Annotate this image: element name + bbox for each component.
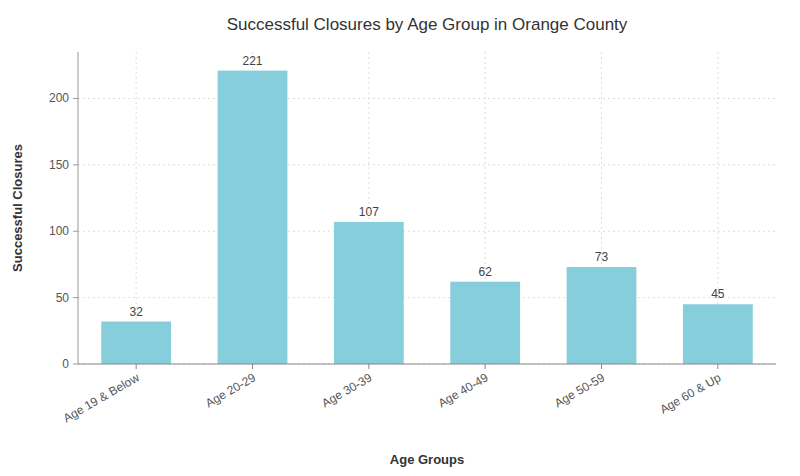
bar <box>567 267 637 364</box>
data-label: 73 <box>595 250 609 264</box>
x-tick <box>136 364 137 369</box>
y-tick <box>73 164 78 165</box>
y-grid-line <box>78 297 776 298</box>
bars <box>101 71 752 364</box>
y-grid-line <box>78 231 776 232</box>
y-grid-line <box>78 164 776 165</box>
x-axis-line <box>78 364 776 365</box>
x-tick-label: Age 19 & Below <box>61 370 142 425</box>
x-tick <box>368 364 369 369</box>
y-tick-label: 150 <box>49 158 69 172</box>
x-tick-label: Age 30-39 <box>319 370 374 410</box>
data-labels: 32 221 107 62 73 45 <box>129 54 724 319</box>
y-tick-label: 50 <box>56 291 70 305</box>
data-label: 45 <box>711 287 725 301</box>
y-tick <box>73 297 78 298</box>
y-grid-line <box>78 98 776 99</box>
x-tick <box>252 364 253 369</box>
chart-container: 0 50 100 150 200 32 221 107 62 73 45 Age 19 & Below… <box>0 0 800 476</box>
data-label: 107 <box>359 205 379 219</box>
x-tick-label: Age 20-29 <box>203 370 258 410</box>
data-label: 62 <box>478 265 492 279</box>
y-tick <box>73 98 78 99</box>
chart-title: Successful Closures by Age Group in Oran… <box>227 15 628 34</box>
y-tick <box>73 231 78 232</box>
y-grid-line <box>78 364 776 365</box>
y-tick-label: 100 <box>49 224 69 238</box>
x-tick-label: Age 60 & Up <box>657 370 723 416</box>
bar <box>683 304 753 364</box>
data-label: 32 <box>129 305 143 319</box>
data-label: 221 <box>242 54 262 68</box>
grid <box>78 52 776 364</box>
bar <box>218 71 288 364</box>
chart: 0 50 100 150 200 32 221 107 62 73 45 Age 19 & Below… <box>0 0 800 476</box>
x-tick-label: Age 40-49 <box>436 370 491 410</box>
x-tick-label: Age 50-59 <box>552 370 607 410</box>
y-axis-title: Successful Closures <box>10 144 25 272</box>
y-tick-label: 0 <box>62 357 69 371</box>
bar <box>450 282 520 364</box>
y-axis: 0 50 100 150 200 <box>49 52 78 371</box>
x-tick <box>717 364 718 369</box>
y-tick-label: 200 <box>49 91 69 105</box>
x-tick <box>485 364 486 369</box>
bar <box>334 222 404 364</box>
x-axis-title: Age Groups <box>390 452 464 467</box>
bar <box>101 322 171 364</box>
x-tick <box>601 364 602 369</box>
y-tick <box>73 364 78 365</box>
x-axis: Age 19 & Below Age 20-29 Age 30-39 Age 40-4… <box>61 364 776 425</box>
